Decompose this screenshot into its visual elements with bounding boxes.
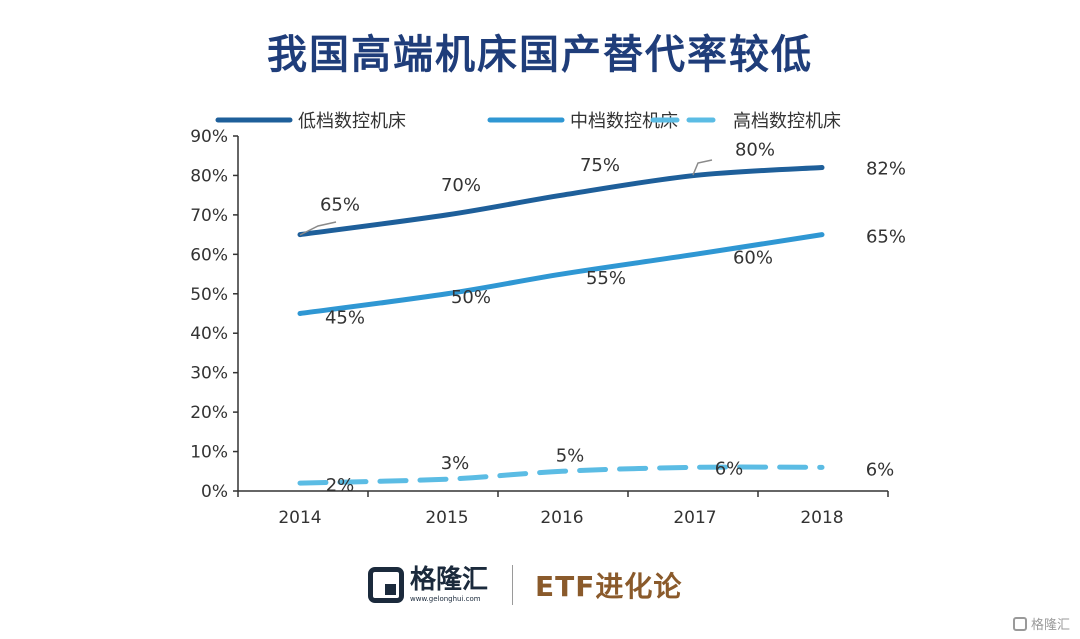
line-chart: 低档数控机床 中档数控机床 高档数控机床 0% 10% 20% 30% 40% 50% 60% 7…: [190, 111, 906, 528]
watermark-logo-icon: [1012, 616, 1027, 631]
brand-name: 格隆汇: [410, 565, 489, 595]
legend-label: 高档数控机床: [733, 111, 841, 132]
series-line-3: [297, 464, 825, 486]
x-tick-label: 2015: [425, 508, 468, 528]
brand-footer: 格隆汇 www.gelonghui.com ETF进化论: [368, 562, 682, 608]
watermark: 格隆汇: [1012, 614, 1070, 633]
watermark-text: 格隆汇: [1030, 618, 1070, 633]
data-label: 82%: [866, 159, 906, 180]
data-label: 65%: [320, 195, 360, 216]
brand-divider: [512, 565, 514, 605]
data-label: 2%: [326, 475, 355, 496]
data-label: 65%: [866, 227, 906, 248]
x-tick-label: 2017: [673, 508, 716, 528]
gelonghui-logo-icon: [368, 567, 404, 603]
y-tick-label: 50%: [190, 285, 228, 305]
x-tick-label: 2014: [278, 508, 321, 528]
x-tick-label: 2018: [800, 508, 843, 528]
y-tick-label: 70%: [190, 206, 228, 226]
legend-label: 低档数控机床: [298, 111, 406, 132]
legend: 低档数控机床 中档数控机床 高档数控机床: [215, 111, 841, 132]
data-labels: 65% 70% 75% 80% 82% 45% 50% 55% 60% 65% 2% 3% 5% 6% 6%: [299, 139, 906, 496]
series-line-2: [297, 232, 825, 316]
axes: 0% 10% 20% 30% 40% 50% 60% 70% 80% 90% 2014 2015 201…: [190, 127, 889, 528]
leader-line: [299, 221, 337, 236]
brand-url: www.gelonghui.com: [410, 595, 481, 603]
data-label: 60%: [733, 247, 773, 268]
y-tick-label: 40%: [190, 324, 228, 344]
x-tick-label: 2016: [540, 508, 583, 528]
data-label: 75%: [580, 155, 620, 176]
data-label: 3%: [441, 453, 470, 474]
data-label: 55%: [586, 268, 626, 289]
data-label: 45%: [325, 308, 365, 329]
y-tick-label: 20%: [190, 403, 228, 423]
data-label: 50%: [451, 287, 491, 308]
data-label: 70%: [441, 175, 481, 196]
y-tick-label: 80%: [190, 166, 228, 186]
data-label: 5%: [556, 445, 585, 466]
series-lines: [297, 165, 825, 486]
data-label: 80%: [735, 139, 775, 160]
chart-title: 我国高端机床国产替代率较低: [267, 32, 813, 78]
y-tick-label: 0%: [201, 482, 228, 502]
leader-line: [692, 159, 713, 176]
y-tick-label: 30%: [190, 364, 228, 384]
y-tick-label: 10%: [190, 443, 228, 463]
legend-label: 中档数控机床: [570, 111, 678, 132]
y-tick-label: 90%: [190, 127, 228, 147]
y-tick-label: 60%: [190, 245, 228, 265]
data-label: 6%: [715, 458, 744, 479]
data-label: 6%: [866, 459, 895, 480]
series-line-1: [297, 165, 825, 238]
partner-name: ETF进化论: [535, 570, 683, 603]
